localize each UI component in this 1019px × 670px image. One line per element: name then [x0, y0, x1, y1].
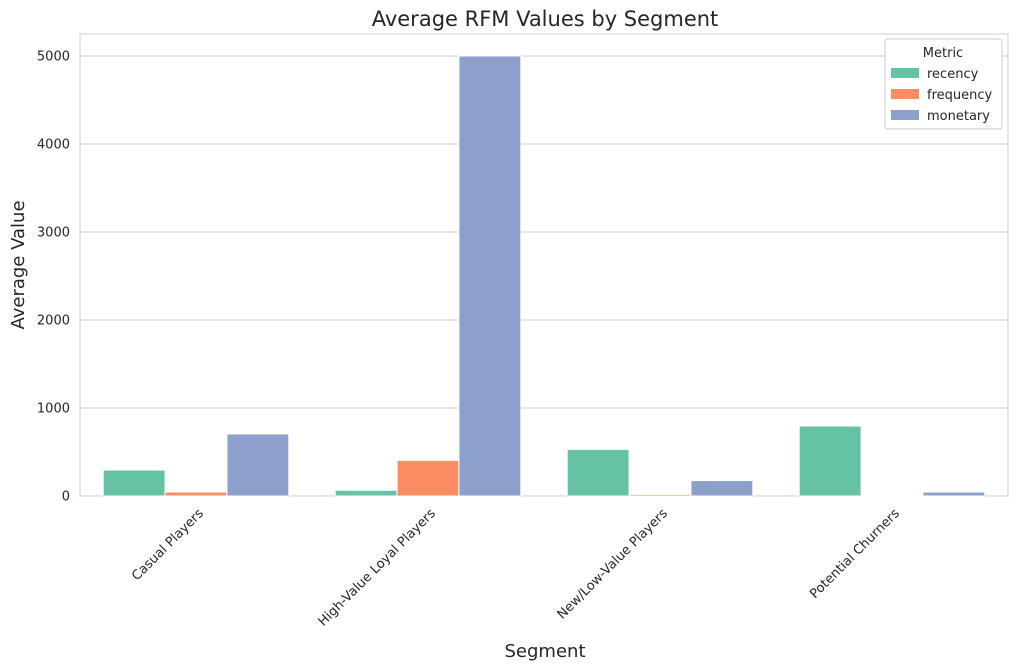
bar-monetary: [922, 491, 986, 497]
legend-label-recency: recency: [927, 67, 979, 82]
bar-recency: [334, 489, 398, 497]
legend-title: Metric: [923, 46, 963, 61]
chart-title: Average RFM Values by Segment: [372, 7, 719, 31]
legend-swatch-recency: [891, 68, 919, 78]
y-tick-label: 0: [62, 490, 70, 505]
plot-frame: [79, 33, 1009, 497]
bar-recency: [102, 469, 166, 497]
legend-items: recency frequency monetary: [891, 67, 993, 124]
bar-recency: [566, 448, 630, 497]
legend: Metric recency frequency monetary: [884, 38, 1003, 130]
y-axis-label: Average Value: [8, 200, 29, 329]
legend-swatch-frequency: [891, 89, 919, 99]
bar-frequency: [396, 459, 460, 497]
bar-monetary: [690, 480, 754, 497]
bar-recency: [798, 425, 862, 497]
y-tick-label: 3000: [37, 226, 70, 241]
bar-frequency: [628, 493, 692, 497]
bars: [102, 55, 986, 497]
legend-box: [884, 38, 1003, 130]
bar-monetary: [226, 433, 290, 497]
y-tick-labels: 0 1000 2000 3000 4000 5000: [37, 50, 70, 505]
y-tick-label: 2000: [37, 314, 70, 329]
y-tick-label: 5000: [37, 50, 70, 65]
x-axis-label: Segment: [505, 641, 586, 662]
y-tick-label: 1000: [37, 402, 70, 417]
bar-monetary: [458, 55, 522, 497]
legend-label-monetary: monetary: [927, 109, 990, 124]
legend-label-frequency: frequency: [927, 88, 993, 103]
legend-swatch-monetary: [891, 110, 919, 120]
y-tick-label: 4000: [37, 138, 70, 153]
bar-frequency: [164, 491, 228, 497]
